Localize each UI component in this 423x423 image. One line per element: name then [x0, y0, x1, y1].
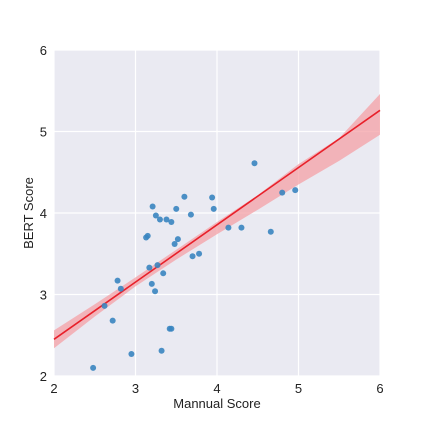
- data-point: [158, 347, 165, 354]
- data-point: [267, 228, 274, 235]
- data-point: [181, 193, 188, 200]
- regression-line: [53, 109, 381, 340]
- grid-lines: [53, 49, 381, 377]
- data-point: [109, 317, 116, 324]
- x-axis-label: Mannual Score: [173, 396, 260, 411]
- data-point: [149, 203, 156, 210]
- data-point: [168, 218, 175, 225]
- y-tick-label: 6: [40, 43, 47, 58]
- data-point: [173, 205, 180, 212]
- data-point: [154, 262, 161, 269]
- y-tick-label: 5: [40, 125, 47, 140]
- x-tick-label: 3: [132, 381, 139, 396]
- confidence-band-layer: [54, 94, 380, 349]
- y-tick-label: 3: [40, 288, 47, 303]
- data-point: [152, 288, 159, 295]
- data-point: [279, 189, 286, 196]
- x-tick-label: 6: [376, 381, 383, 396]
- data-point: [148, 280, 155, 287]
- regression-line-layer: [53, 109, 381, 340]
- data-point: [238, 224, 245, 231]
- data-point: [168, 325, 175, 332]
- data-point: [146, 264, 153, 271]
- data-point: [152, 212, 159, 219]
- data-point: [292, 187, 299, 194]
- data-point: [128, 350, 135, 357]
- data-point: [171, 240, 178, 247]
- confidence-band: [54, 94, 380, 349]
- data-point: [225, 224, 232, 231]
- x-tick-label: 5: [295, 381, 302, 396]
- data-point: [187, 211, 194, 218]
- data-point: [114, 277, 121, 284]
- data-point: [174, 236, 181, 243]
- data-point: [210, 205, 217, 212]
- y-axis-label: BERT Score: [21, 177, 36, 249]
- x-tick-label: 4: [213, 381, 220, 396]
- data-point: [117, 285, 124, 292]
- data-point: [189, 253, 196, 260]
- y-tick-label: 2: [40, 369, 47, 384]
- data-point: [156, 216, 163, 223]
- x-tick-label: 2: [50, 381, 57, 396]
- tick-labels-layer: 2 3 4 5 6 2 3 4 5 6: [40, 43, 384, 396]
- data-point: [160, 270, 167, 277]
- data-points-layer: [90, 160, 299, 371]
- y-tick-label: 4: [40, 206, 47, 221]
- data-point: [101, 302, 108, 309]
- data-point: [163, 216, 170, 223]
- data-point: [209, 194, 216, 201]
- data-point: [90, 364, 97, 371]
- data-point: [144, 232, 151, 239]
- data-point: [251, 160, 258, 167]
- data-point: [196, 250, 203, 257]
